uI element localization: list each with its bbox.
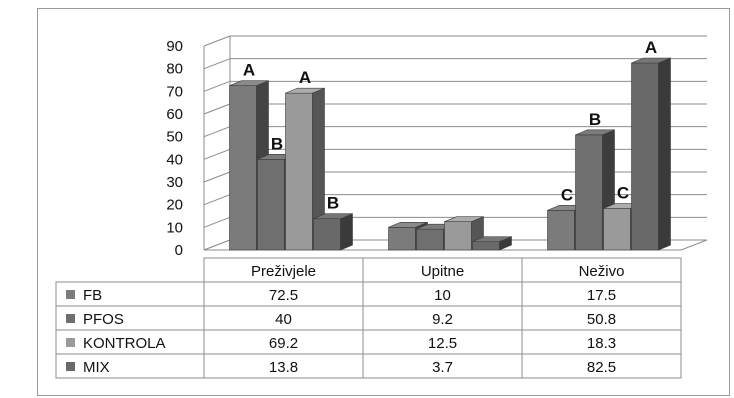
side-gridline <box>203 80 231 92</box>
bar-front <box>285 92 313 251</box>
bar-front <box>229 85 257 251</box>
side-gridline <box>203 194 231 206</box>
bar-front <box>472 241 500 251</box>
bar-top <box>631 57 671 64</box>
bar-front <box>547 210 575 251</box>
side-gridline <box>203 171 231 183</box>
bar-top <box>472 236 512 242</box>
table-value: 13.8 <box>269 359 298 376</box>
y-tick-label: 90 <box>166 38 183 55</box>
y-tick-label: 30 <box>166 174 183 191</box>
y-tick-label: 0 <box>175 242 183 259</box>
bar-top <box>285 87 325 94</box>
bar-top <box>313 213 353 220</box>
side-gridline <box>203 58 231 70</box>
bar-front <box>257 159 285 251</box>
legend-swatch <box>66 290 75 299</box>
table-value: 50.8 <box>587 311 616 328</box>
bars-layer: A B A B C B C A <box>229 38 671 251</box>
legend-label: FB <box>83 287 102 304</box>
table-value: 3.7 <box>432 359 453 376</box>
side-gridline <box>203 148 231 160</box>
bar-annotation-label: A <box>299 68 311 87</box>
table-legend-cell <box>55 281 205 307</box>
bar-front <box>631 62 659 251</box>
bar-top <box>229 80 269 86</box>
table-value: 69.2 <box>269 335 298 352</box>
legend-label: PFOS <box>83 311 124 328</box>
table-value: 40 <box>275 311 292 328</box>
bar: A <box>285 68 325 251</box>
table-value: 10 <box>434 287 451 304</box>
y-tick-label: 70 <box>166 83 183 100</box>
bar-front <box>444 221 472 251</box>
bar-top <box>388 222 428 228</box>
bar-annotation-label: B <box>589 110 601 129</box>
category-label: Neživo <box>579 263 625 280</box>
table-value: 9.2 <box>432 311 453 328</box>
y-tick-label: 10 <box>166 219 183 236</box>
y-tick-label: 20 <box>166 197 183 214</box>
side-gridline <box>203 216 231 228</box>
table-legend-cell <box>55 305 205 331</box>
bar: A <box>631 38 671 251</box>
legend-label: KONTROLA <box>83 335 166 352</box>
bar-side <box>340 213 353 251</box>
table-value: 17.5 <box>587 287 616 304</box>
bar-front <box>313 218 341 251</box>
legend-label: MIX <box>83 359 110 376</box>
bar <box>472 236 512 251</box>
bar-front <box>388 227 416 251</box>
bar-annotation-label: A <box>645 38 657 57</box>
table-legend-cell <box>55 353 205 379</box>
y-tick-label: 50 <box>166 129 183 146</box>
side-gridline <box>203 35 231 47</box>
table-value: 82.5 <box>587 359 616 376</box>
bar-front <box>603 208 631 251</box>
chart-frame <box>37 8 730 396</box>
table-value: 18.3 <box>587 335 616 352</box>
bar-top <box>444 216 484 222</box>
bar-annotation-label: B <box>327 194 339 213</box>
y-tick-label: 60 <box>166 106 183 123</box>
y-tick-label: 80 <box>166 61 183 78</box>
legend-swatch <box>66 362 75 371</box>
y-axis: 0 10 20 30 40 50 60 70 80 90 <box>166 38 183 259</box>
table-value: 72.5 <box>269 287 298 304</box>
bar-front <box>416 228 444 251</box>
legend-swatch <box>66 314 75 323</box>
bar-top <box>575 129 615 136</box>
table-value: 12.5 <box>428 335 457 352</box>
bar: B <box>313 194 353 251</box>
side-gridline <box>203 103 231 115</box>
bar-annotation-label: C <box>561 185 573 204</box>
side-gridline <box>203 126 231 138</box>
legend-swatch <box>66 338 75 347</box>
y-tick-label: 40 <box>166 151 183 168</box>
data-table: Preživjele Upitne Neživo FB 72.5 10 17.5 PFOS 40… <box>55 257 682 379</box>
table-cell <box>521 353 682 379</box>
bar-annotation-label: A <box>243 61 255 80</box>
category-label: Preživjele <box>251 263 316 280</box>
bar-side <box>658 57 671 251</box>
bar-annotation-label: B <box>271 134 283 153</box>
category-label: Upitne <box>421 263 464 280</box>
bar-front <box>575 134 603 251</box>
bar-annotation-label: C <box>617 184 629 203</box>
